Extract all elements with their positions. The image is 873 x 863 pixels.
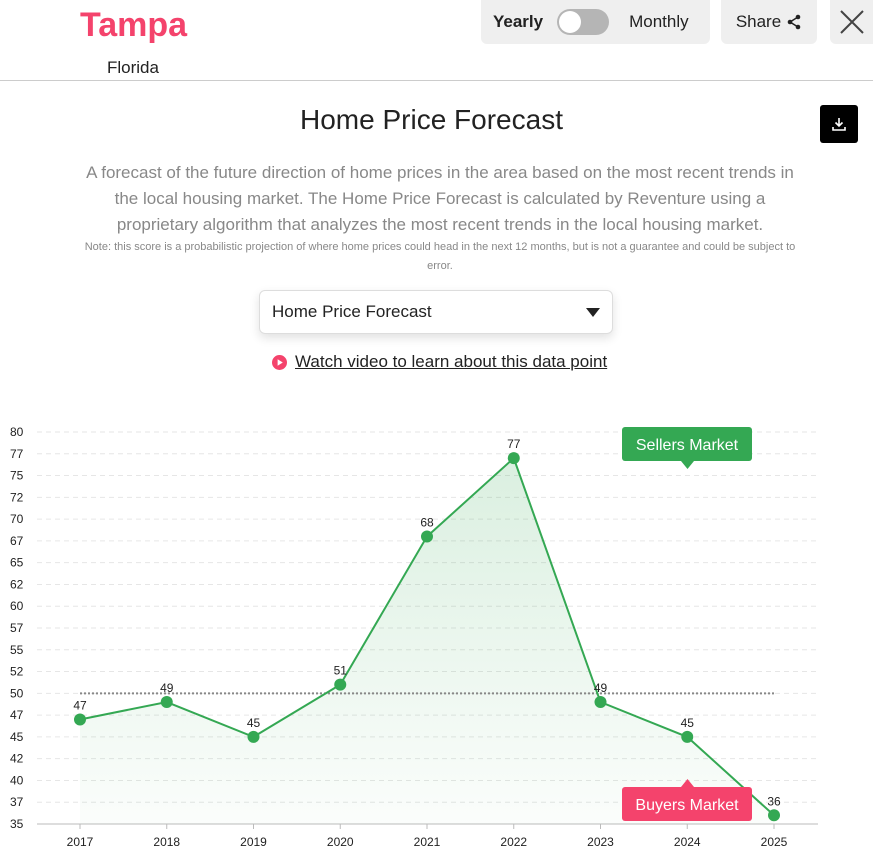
play-icon [272,354,287,370]
data-point [334,678,347,691]
area-fill [80,458,774,824]
video-link-text: Watch video to learn about this data poi… [295,352,608,371]
data-point [681,730,694,743]
download-icon [832,118,846,131]
y-tick-label: 35 [10,817,24,831]
monthly-label[interactable]: Monthly [629,12,689,31]
data-point [594,696,607,709]
period-toggle-switch[interactable] [557,9,610,35]
y-tick-label: 42 [10,752,24,766]
share-label: Share [735,12,782,31]
data-point [768,809,780,822]
data-label: 47 [73,698,87,712]
page-title: Home Price Forecast [300,104,563,135]
sellers-market-label: Sellers Market [636,437,739,454]
share-icon [787,14,801,30]
y-tick-label: 62 [10,577,24,591]
data-point [74,713,86,726]
y-tick-label: 60 [10,599,24,613]
y-tick-label: 77 [10,447,24,461]
y-tick-label: 45 [10,730,24,744]
data-label: 45 [681,716,695,730]
data-label: 77 [507,437,521,451]
sellers-market-badge [622,427,752,461]
y-tick-label: 57 [10,621,24,635]
y-tick-label: 67 [10,534,24,548]
data-label: 51 [334,664,348,678]
description: A forecast of the future direction of ho… [86,163,794,234]
y-tick-label: 40 [10,773,24,787]
x-tick-label: 2018 [153,835,180,849]
watch-video-link[interactable]: Watch video to learn about this data poi… [272,352,607,372]
data-point [247,730,260,743]
data-label: 36 [767,794,781,808]
forecast-chart: 80 77 75 72 70 67 65 62 60 57 55 52 50 47 45 42 40 37 35 20… [10,425,818,849]
x-tick-label: 2023 [587,835,614,849]
y-tick-label: 52 [10,665,24,679]
toggle-knob [559,11,582,33]
x-tick-label: 2020 [327,835,354,849]
x-tick-label: 2025 [761,835,788,849]
data-point [507,452,520,465]
buyers-market-badge [622,787,752,821]
sellers-market-arrow [681,461,694,469]
header-divider [0,80,873,81]
data-point [421,530,433,543]
x-tick-label: 2017 [67,835,94,849]
data-label: 45 [247,716,261,730]
data-point [160,696,173,709]
buyers-market-label: Buyers Market [635,797,739,814]
x-tick-label: 2024 [674,835,701,849]
caret-down-icon [586,307,600,317]
city-name: Tampa [80,6,188,44]
x-tick-label: 2022 [500,835,527,849]
data-point-select[interactable]: Home Price Forecast [259,290,613,334]
period-toggle-group: Yearly Monthly [481,0,710,44]
data-label: 49 [160,681,174,695]
y-tick-label: 50 [10,686,24,700]
buyers-market-arrow [681,779,694,787]
disclaimer-note: Note: this score is a probabilistic proj… [84,241,796,272]
state-name: Florida [107,58,159,77]
data-label: 68 [420,516,434,530]
y-tick-label: 72 [10,490,24,504]
close-button[interactable] [830,0,873,44]
close-icon [839,10,864,34]
yearly-label[interactable]: Yearly [493,12,544,31]
download-button[interactable] [820,105,858,143]
y-tick-label: 75 [10,469,24,483]
share-button[interactable]: Share [721,0,817,44]
data-label: 49 [594,681,608,695]
y-tick-label: 37 [10,795,24,809]
x-tick-label: 2019 [240,835,267,849]
select-value: Home Price Forecast [272,302,432,321]
y-tick-label: 80 [10,425,24,439]
y-tick-label: 70 [10,512,24,526]
y-tick-label: 65 [10,556,24,570]
y-tick-label: 47 [10,708,24,722]
x-tick-label: 2021 [414,835,441,849]
y-tick-label: 55 [10,643,24,657]
